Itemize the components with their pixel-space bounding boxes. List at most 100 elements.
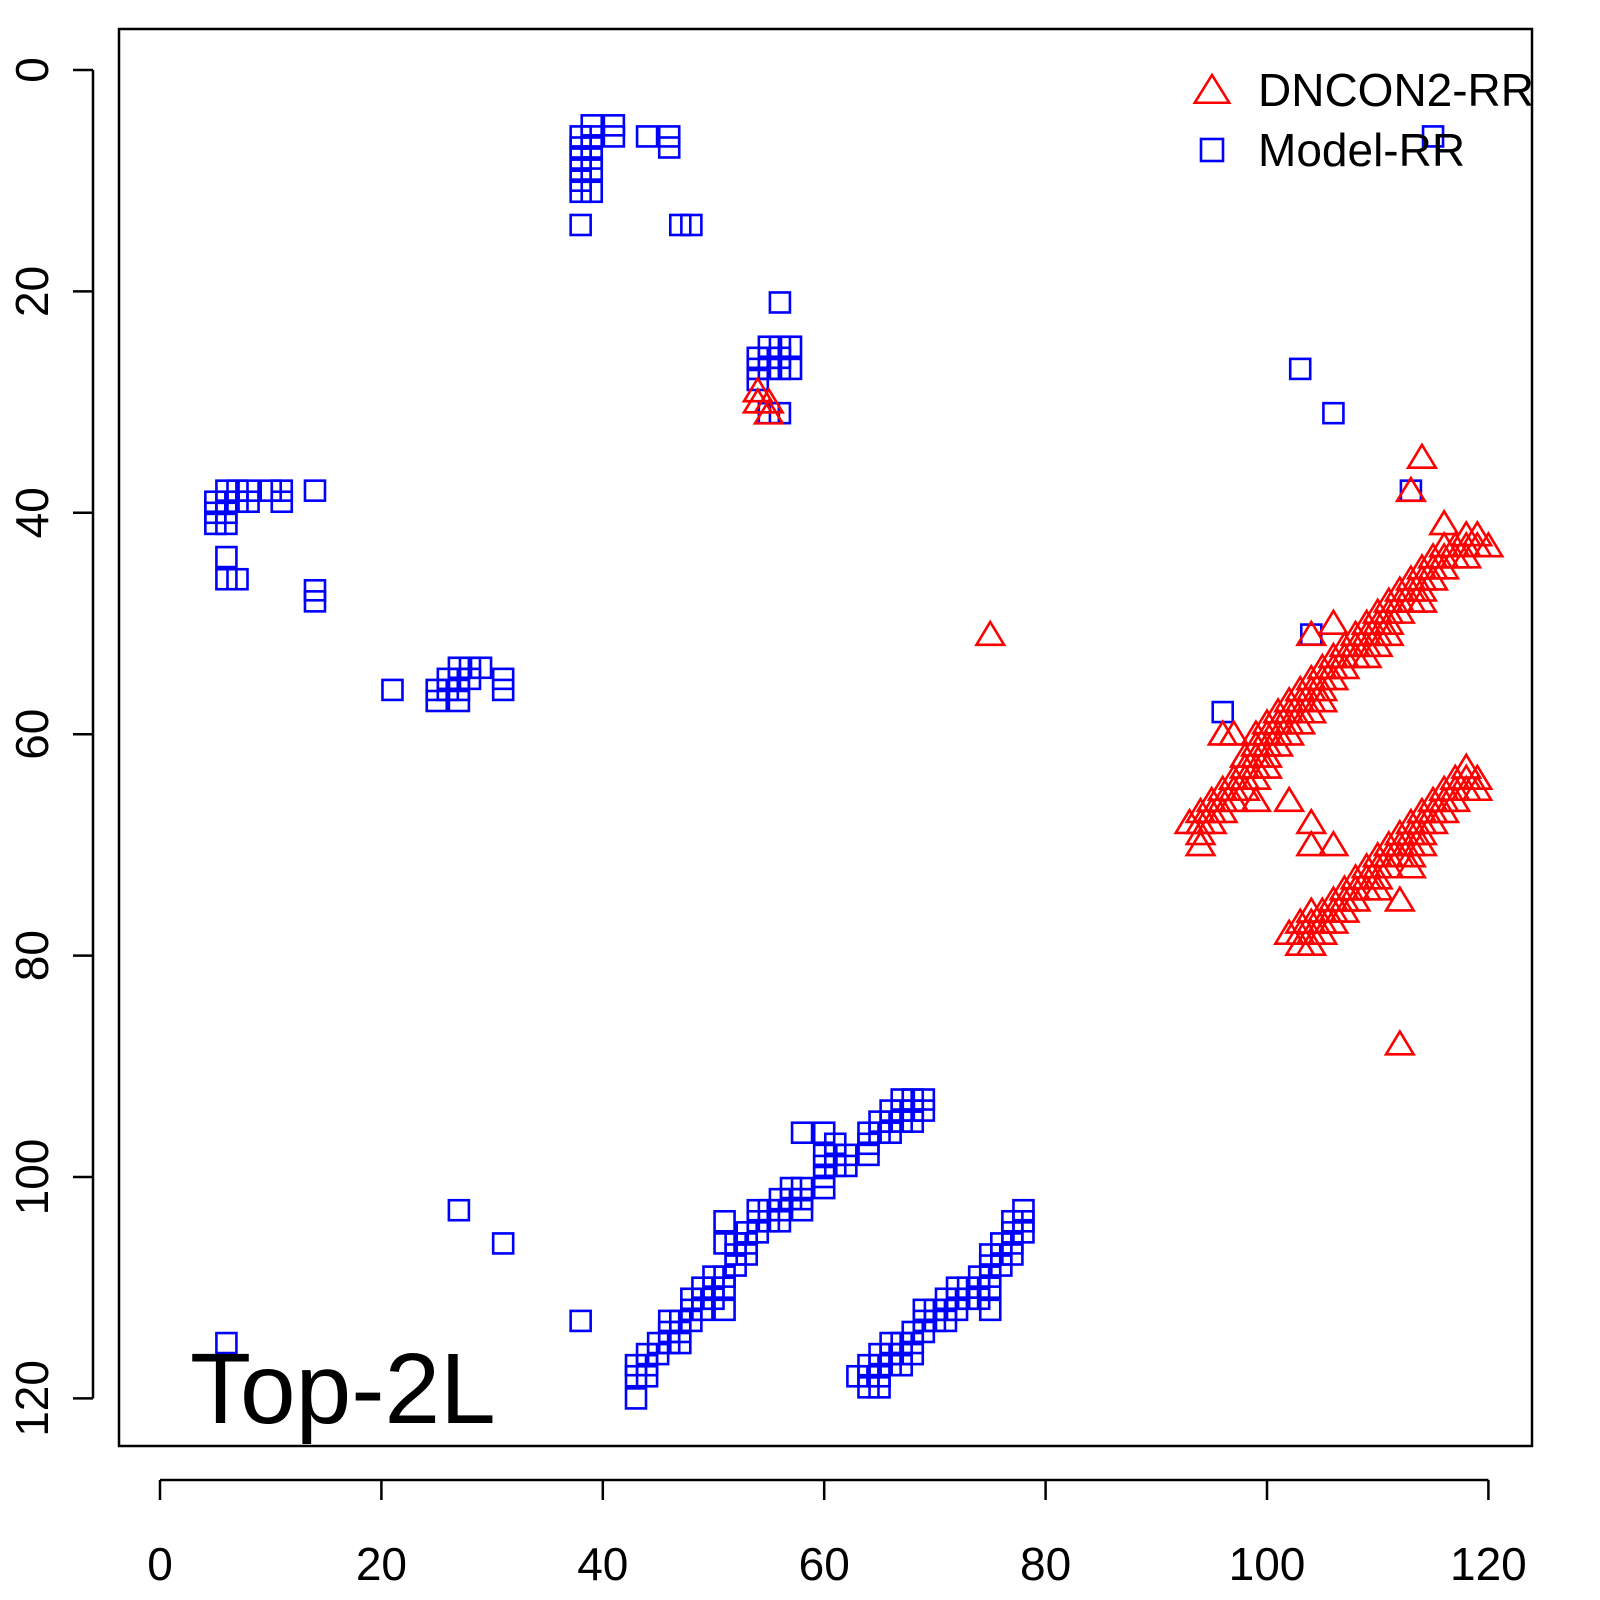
model-rr-point — [602, 125, 626, 148]
model-rr-point — [978, 1276, 1002, 1299]
model-rr-point — [857, 1143, 880, 1167]
model-rr-point — [569, 1309, 592, 1333]
x-tick-label: 60 — [799, 1538, 850, 1590]
model-rr-point — [569, 213, 592, 237]
dncon2-rr-point — [1295, 619, 1328, 647]
series-model-rr — [204, 114, 1445, 1410]
y-tick-label: 120 — [6, 1360, 58, 1437]
model-rr-point — [735, 1243, 759, 1266]
dncon2-rr-point — [1295, 829, 1328, 857]
dncon2-rr-point — [1217, 719, 1250, 746]
model-rr-point — [790, 1121, 814, 1145]
chart-annotation: Top-2L — [190, 1333, 496, 1445]
model-rr-point — [226, 567, 249, 591]
model-rr-point — [768, 1209, 792, 1233]
model-rr-point — [835, 1154, 858, 1178]
dncon2-rr-point — [1461, 774, 1494, 802]
dncon2-rr-point — [1239, 785, 1273, 813]
dncon2-rr-point — [752, 398, 785, 425]
dncon2-rr-point — [1383, 885, 1416, 912]
dncon2-rr-point — [1361, 874, 1394, 901]
x-tick-label: 120 — [1450, 1538, 1527, 1590]
model-rr-point — [270, 490, 294, 514]
dncon2-rr-point — [1461, 519, 1494, 547]
x-tick-label: 80 — [1020, 1538, 1071, 1590]
model-rr-point — [779, 335, 803, 359]
dncon2-rr-point — [1184, 829, 1217, 857]
dncon2-rr-point — [1317, 829, 1350, 857]
y-tick-label: 60 — [6, 709, 58, 760]
model-rr-point — [901, 1342, 925, 1366]
legend: DNCON2-RR Model-RR — [1192, 64, 1534, 176]
model-rr-point — [215, 545, 238, 569]
model-rr-point — [868, 1376, 891, 1399]
dncon2-rr-point — [1461, 763, 1494, 790]
dncon2-rr-point — [1405, 586, 1439, 613]
model-rr-point — [657, 136, 681, 159]
dncon2-rr-point — [1394, 851, 1428, 879]
model-rr-point — [1001, 1243, 1024, 1266]
model-rr-point — [580, 180, 604, 204]
legend-label: DNCON2-RR — [1258, 64, 1534, 116]
legend-label: Model-RR — [1258, 124, 1465, 176]
model-rr-point — [668, 1331, 692, 1355]
x-tick-label: 40 — [577, 1538, 628, 1590]
model-rr-point — [1322, 401, 1345, 425]
model-rr-point — [624, 1387, 648, 1410]
x-tick-label: 20 — [356, 1538, 407, 1590]
dncon2-rr-point — [1394, 475, 1428, 503]
model-rr-point — [381, 678, 404, 702]
model-rr-point — [812, 1176, 836, 1200]
model-rr-point — [469, 656, 493, 680]
dncon2-rr-point — [1383, 1029, 1416, 1056]
dncon2-rr-point — [752, 386, 785, 414]
model-rr-point — [237, 490, 260, 514]
plot-frame — [117, 27, 1534, 1448]
model-rr-point — [713, 1298, 736, 1322]
dncon2-rr-point — [1428, 508, 1461, 536]
model-rr-point — [491, 1232, 515, 1255]
model-rr-point — [1421, 125, 1445, 148]
model-rr-point — [912, 1099, 936, 1122]
y-tick-label: 100 — [6, 1139, 58, 1216]
dncon2-rr-point — [1317, 608, 1350, 636]
model-rr-point — [768, 291, 792, 314]
model-rr-point — [1288, 357, 1312, 381]
dncon2-rr-point — [741, 375, 774, 403]
model-rr-point — [635, 125, 659, 148]
model-rr-point — [447, 689, 471, 713]
legend-square-icon — [1199, 137, 1225, 163]
model-rr-point — [580, 158, 604, 181]
model-rr-point — [635, 1364, 659, 1388]
model-rr-point — [1012, 1221, 1035, 1244]
model-rr-point — [215, 512, 238, 536]
model-rr-point — [680, 213, 703, 237]
dncon2-rr-point — [1405, 829, 1439, 857]
data-points-layer — [204, 114, 1505, 1410]
model-rr-point — [978, 1298, 1002, 1322]
model-rr-point — [779, 357, 803, 381]
dncon2-rr-point — [1472, 530, 1505, 558]
x-axis: 0 20 40 60 80 100 120 — [147, 1478, 1527, 1590]
x-tick-label: 0 — [147, 1538, 173, 1590]
legend-triangle-icon — [1192, 72, 1232, 105]
dncon2-rr-point — [1250, 752, 1284, 779]
x-tick-label: 100 — [1229, 1538, 1306, 1590]
series-dncon2-rr — [741, 375, 1505, 1056]
model-rr-point — [1211, 700, 1235, 724]
dncon2-rr-point — [1273, 785, 1306, 813]
dncon2-rr-point — [1306, 685, 1339, 713]
y-tick-label: 80 — [6, 930, 58, 981]
y-tick-label: 0 — [6, 57, 58, 83]
y-axis: 0 20 40 60 80 100 120 — [6, 57, 95, 1437]
model-rr-point — [447, 1198, 471, 1222]
model-rr-point — [303, 479, 327, 502]
model-rr-point — [713, 1276, 736, 1299]
model-rr-point — [303, 590, 327, 613]
y-tick-label: 20 — [6, 266, 58, 317]
dncon2-rr-point — [1405, 442, 1439, 469]
dncon2-rr-point — [1295, 807, 1328, 835]
dncon2-rr-point — [974, 619, 1007, 647]
y-tick-label: 40 — [6, 487, 58, 538]
